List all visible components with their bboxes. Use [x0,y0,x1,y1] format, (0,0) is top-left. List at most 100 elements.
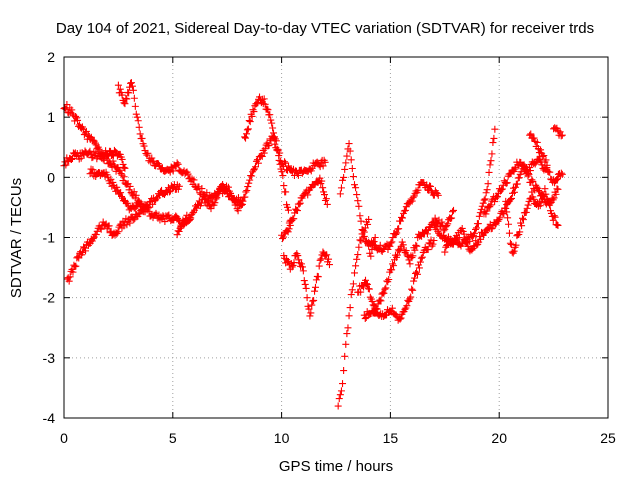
data-point [343,330,351,338]
data-point [309,297,317,305]
x-tick-label: 10 [274,430,290,446]
satellite-track-10 [334,215,373,410]
data-point [130,216,138,224]
data-point [503,179,511,187]
data-point [215,190,223,198]
data-point [502,197,510,205]
data-point [365,285,373,293]
data-point [507,241,515,249]
data-point [114,81,122,89]
data-point [297,260,305,268]
data-point [129,86,137,94]
data-point [261,100,269,108]
data-point [448,214,456,222]
data-point [418,253,426,261]
data-point [132,191,140,199]
data-point [535,187,543,195]
data-point [382,284,390,292]
data-point [367,252,375,260]
data-point [166,168,174,176]
data-point [305,305,313,313]
data-point [144,202,152,210]
data-point [279,172,287,180]
data-point [353,191,361,199]
data-point [494,193,502,201]
data-point [355,202,363,210]
data-point [342,159,350,167]
data-point [298,263,306,271]
data-point [89,235,97,243]
data-point [120,163,128,171]
data-point [140,142,148,150]
data-point [273,146,281,154]
data-point [294,171,302,179]
data-point [438,218,446,226]
data-point [474,220,482,228]
data-point [284,203,292,211]
data-point [116,166,124,174]
data-point [487,157,495,165]
data-point [299,267,307,275]
data-point [302,284,310,292]
y-tick-label: -4 [43,410,56,426]
data-point [118,193,126,201]
data-point [198,185,206,193]
data-point [126,219,134,227]
data-point [397,314,405,322]
x-tick-label: 25 [600,430,616,446]
data-point [243,187,251,195]
data-point [266,111,274,119]
satellite-track-14 [360,236,438,324]
data-point [361,315,369,323]
data-point [337,184,345,192]
data-point [284,228,292,236]
data-point [380,289,388,297]
data-point [369,301,377,309]
data-point [117,189,125,197]
data-point [140,208,148,216]
data-point [284,206,292,214]
data-point [393,229,401,237]
data-point [416,258,424,266]
data-point [552,190,560,198]
data-point [449,208,457,216]
data-point [458,224,466,232]
data-point [410,277,418,285]
y-tick-label: -3 [43,350,56,366]
data-point [311,287,319,295]
data-point [424,246,432,254]
data-point [455,233,463,241]
data-point [347,291,355,299]
data-point [390,262,398,270]
data-point [406,260,414,268]
data-point [337,387,345,395]
data-point [340,367,348,375]
data-point [97,149,105,157]
data-point [362,280,370,288]
data-point [241,193,249,201]
data-point [553,221,561,229]
data-point [477,235,485,243]
data-point [248,172,256,180]
data-point [366,249,374,257]
chart-title: Day 104 of 2021, Sidereal Day-to-day VTE… [56,20,594,37]
data-point [325,255,333,263]
satellite-track-8 [278,174,331,243]
satellite-track-18 [502,185,562,257]
data-point [376,241,384,249]
axis-ticks: 0 5 10 15 20 25 -4 -3 -2 -1 0 1 2 [43,49,616,446]
data-point [242,130,250,138]
x-tick-label: 0 [60,430,68,446]
data-point [184,170,192,178]
data-point [319,184,327,192]
data-point [359,234,367,242]
data-point [368,297,376,305]
data-point [490,134,498,142]
data-point [357,288,365,296]
data-point [519,214,527,222]
data-point [463,239,471,247]
data-point [545,197,553,205]
data-point [392,311,400,319]
data-point [533,138,541,146]
